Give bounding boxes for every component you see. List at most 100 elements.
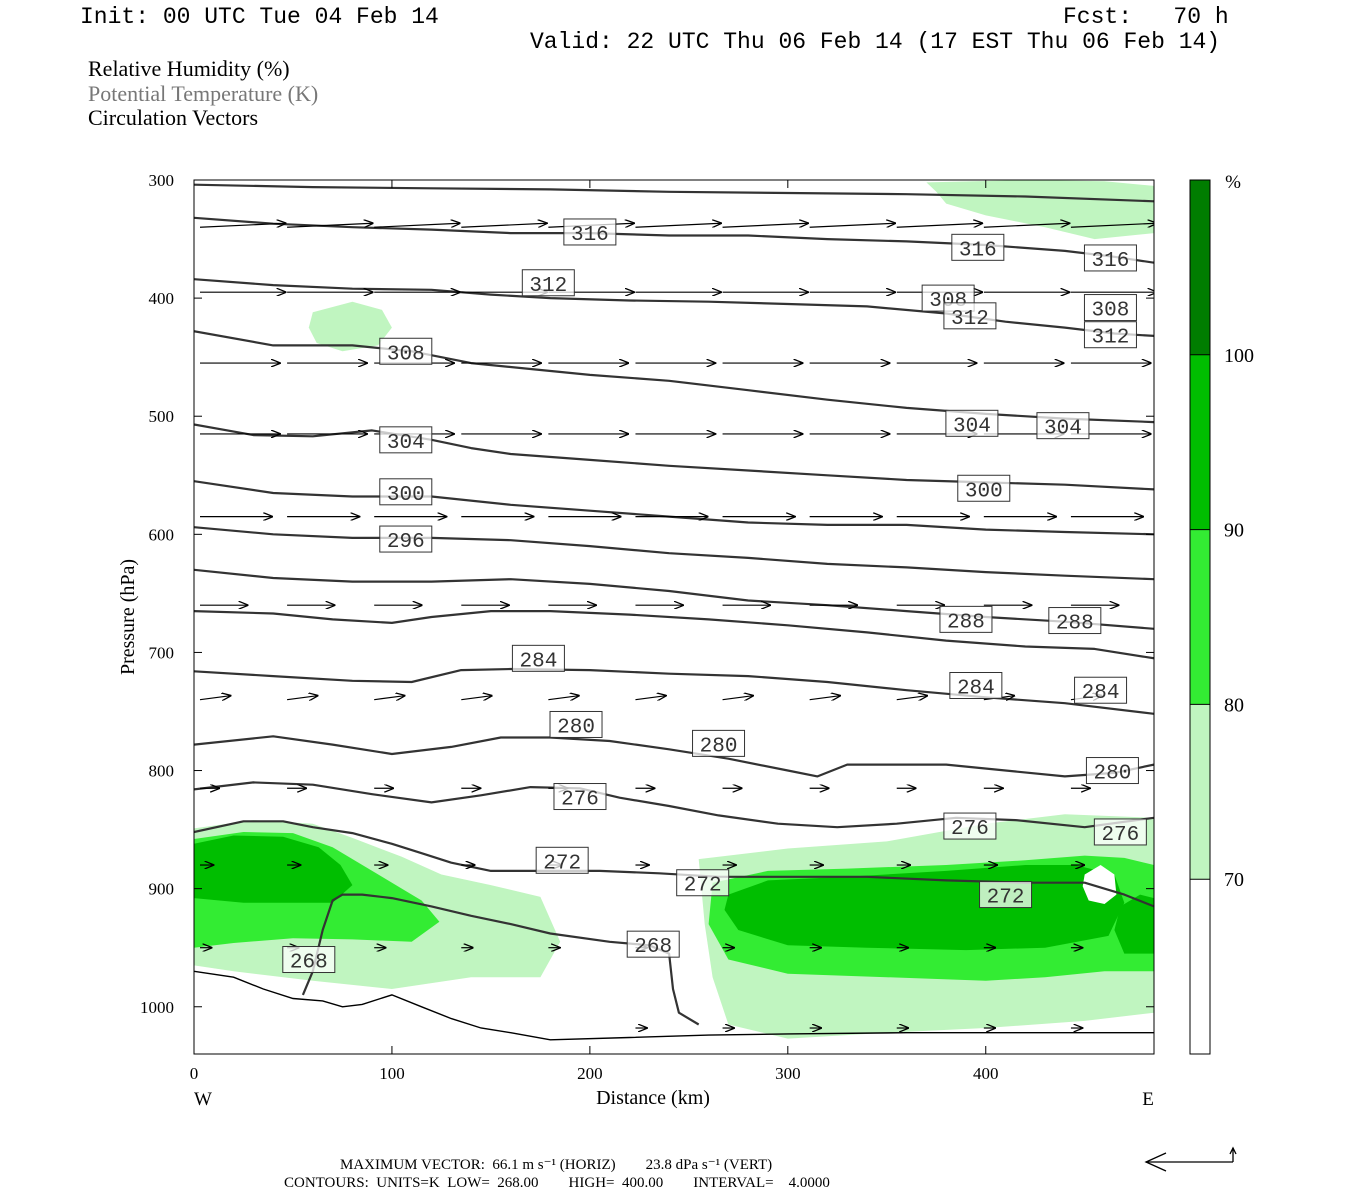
contour-label-box [1093,818,1147,846]
contour-label: 284 [957,678,995,701]
contour-label-box [945,409,999,437]
field-title-potential-temperature: Potential Temperature (K) [88,81,319,106]
circulation-vector [809,696,840,700]
contour-label-box [943,812,997,840]
rh-region-90 [194,835,353,903]
colorbar-label: 80 [1224,694,1244,716]
circulation-vector [896,696,927,700]
y-tick-label: 300 [149,171,175,190]
contour-label-box [535,846,589,874]
colorbar-unit: % [1225,172,1241,193]
contour-label: 316 [571,224,609,247]
colorbar-label: 90 [1224,520,1244,542]
x-tick-label: 300 [775,1064,801,1083]
isentrope-312 [194,278,1154,337]
colorbar-label: 70 [1224,869,1244,891]
contour-label-box [379,525,433,553]
contour-label: 276 [951,818,989,841]
contour-label-box [1083,321,1137,349]
terrain-line [194,970,1154,1041]
relative-humidity-shading [194,180,1154,1039]
circulation-vector [199,696,230,700]
axes: 0 100 200 300 400 300 400 500 600 700 800 900 1000 [140,171,1154,1083]
contour-info-note: CONTOURS: UNITS=K LOW= 268.00 HIGH= 400.… [284,1175,830,1191]
contour-label: 284 [520,650,558,673]
contour-label: 276 [561,789,599,812]
circulation-vector [635,223,721,228]
x-tick-label: 400 [973,1064,999,1083]
y-tick-label: 800 [149,762,175,781]
contour-label-box [1074,676,1128,704]
field-title-circulation-vectors: Circulation Vectors [88,105,259,130]
forecast-hour: Fcst: 70 h [1063,4,1229,30]
max-vector-note: MAXIMUM VECTOR: 66.1 m s⁻¹ (HORIZ) 23.8 … [340,1157,773,1173]
contour-label: 280 [557,716,595,739]
contour-label-box [943,302,997,330]
contour-label: 276 [1101,824,1139,847]
contour-label-box [379,426,433,454]
contour-label: 304 [1044,418,1082,441]
contour-label: 316 [959,239,997,262]
contour-label-box [626,930,680,958]
field-title-relative-humidity: Relative Humidity (%) [88,56,290,81]
circulation-vector [374,696,404,700]
contour-label: 288 [947,611,985,634]
contour-label-box [939,605,993,633]
isentrope-320 [194,183,1154,203]
rh-region-70 [926,180,1154,240]
y-tick-label: 900 [149,880,175,899]
contour-label-box [1083,294,1137,322]
contour-label-box [379,478,433,506]
reference-vector-icon [1144,1146,1237,1172]
contour-label: 272 [684,875,722,898]
circulation-vector [461,223,546,228]
east-end-label: E [1142,1089,1154,1110]
y-axis-label: Pressure (hPa) [117,559,139,675]
contour-label: 268 [290,952,328,975]
circulation-vector [722,696,753,700]
plot-frame [193,179,1155,1055]
contour-label: 296 [387,531,425,554]
circulation-vector [548,696,578,700]
isentrope-296 [194,526,1154,581]
contour-label: 280 [700,735,738,758]
contour-label: 312 [529,275,567,298]
isentrope-308 [194,330,1154,424]
colorbar-frame [1189,179,1211,1055]
contour-label-box [521,269,575,297]
contour-label-box [676,869,730,897]
rh-hole [1082,865,1117,904]
circulation-vector [635,696,665,700]
contour-label: 308 [387,343,425,366]
isentrope-284 [194,667,1154,715]
cross-section-chart: 268 268 272 272 272 276 276 276 280 280 280 284 284 2… [117,171,1254,1110]
circulation-vector [983,223,1070,228]
contour-label: 316 [1092,250,1130,273]
contour-labels: 268 268 272 272 272 276 276 276 280 280 280 284 284 2… [282,218,1147,975]
contour-label-box [511,644,565,672]
colorbar-bin [1190,354,1210,530]
contour-label: 272 [987,887,1025,910]
valid-time: Valid: 22 UTC Thu 06 Feb 14 (17 EST Thu … [530,29,1221,55]
contour-label-box [692,729,746,757]
contour-label-box [951,233,1005,261]
contour-label-box [379,337,433,365]
west-end-label: W [194,1089,212,1110]
colorbar: 70 80 90 100 [1189,179,1254,1055]
circulation-vector [374,223,460,228]
contour-label: 300 [387,484,425,507]
isentrope-288 [194,609,1154,660]
circulation-vector [809,223,896,228]
rh-region-70 [308,301,392,352]
contour-label-box [979,881,1033,909]
contour-label-box [553,783,607,811]
contour-label: 312 [1092,327,1130,350]
y-tick-label: 700 [149,643,175,662]
contour-label: 300 [965,480,1003,503]
contour-label: 280 [1094,763,1132,786]
contour-label-box [1085,757,1139,785]
contour-label-box [282,946,336,974]
colorbar-label: 100 [1224,345,1254,367]
contour-label-box [957,474,1011,502]
y-tick-label: 500 [149,407,175,426]
